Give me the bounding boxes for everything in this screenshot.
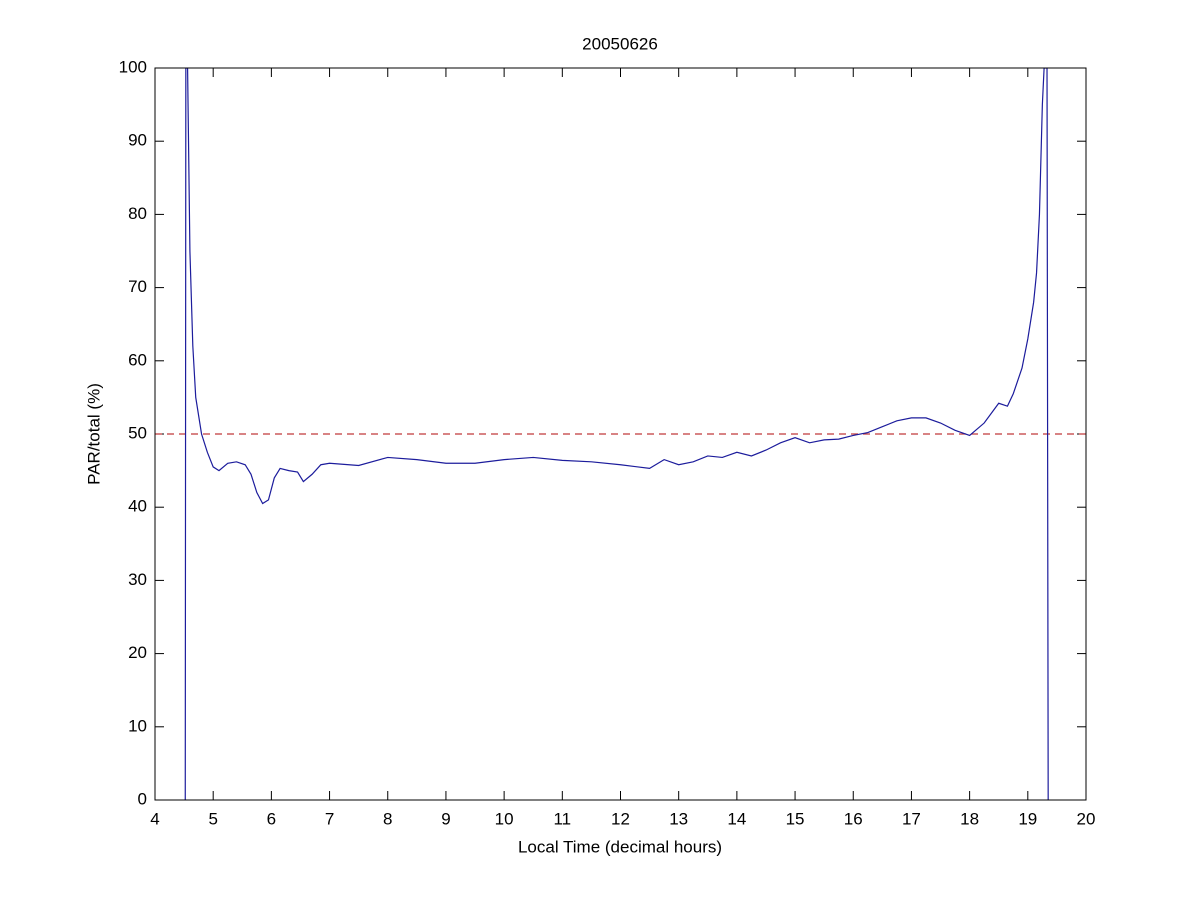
- x-tick-label: 8: [383, 809, 392, 828]
- y-tick-label: 80: [128, 204, 147, 223]
- y-tick-label: 30: [128, 570, 147, 589]
- y-tick-label: 70: [128, 277, 147, 296]
- x-tick-label: 5: [208, 809, 217, 828]
- x-tick-label: 20: [1077, 809, 1096, 828]
- x-tick-label: 14: [727, 809, 746, 828]
- x-tick-label: 4: [150, 809, 159, 828]
- x-tick-label: 16: [844, 809, 863, 828]
- x-tick-label: 6: [267, 809, 276, 828]
- x-tick-label: 15: [786, 809, 805, 828]
- x-axis-label: Local Time (decimal hours): [518, 837, 722, 856]
- y-tick-label: 0: [138, 789, 147, 808]
- y-axis-label: PAR/total (%): [84, 383, 103, 485]
- x-tick-label: 7: [325, 809, 334, 828]
- y-tick-label: 40: [128, 497, 147, 516]
- x-tick-label: 11: [553, 809, 571, 828]
- y-tick-label: 50: [128, 423, 147, 442]
- y-tick-label: 60: [128, 350, 147, 369]
- x-tick-label: 12: [611, 809, 630, 828]
- plot-frame: [154, 67, 1087, 801]
- y-tick-label: 90: [128, 131, 147, 150]
- chart-title: 20050626: [582, 34, 658, 53]
- x-tick-label: 13: [669, 809, 688, 828]
- x-tick-label: 17: [902, 809, 921, 828]
- x-tick-label: 9: [441, 809, 450, 828]
- x-tick-label: 10: [495, 809, 514, 828]
- y-tick-label: 20: [128, 643, 147, 662]
- x-tick-label: 18: [960, 809, 979, 828]
- x-tick-label: 19: [1018, 809, 1037, 828]
- y-tick-label: 10: [128, 716, 147, 735]
- y-tick-label: 100: [119, 57, 147, 76]
- data-line: [184, 68, 1049, 800]
